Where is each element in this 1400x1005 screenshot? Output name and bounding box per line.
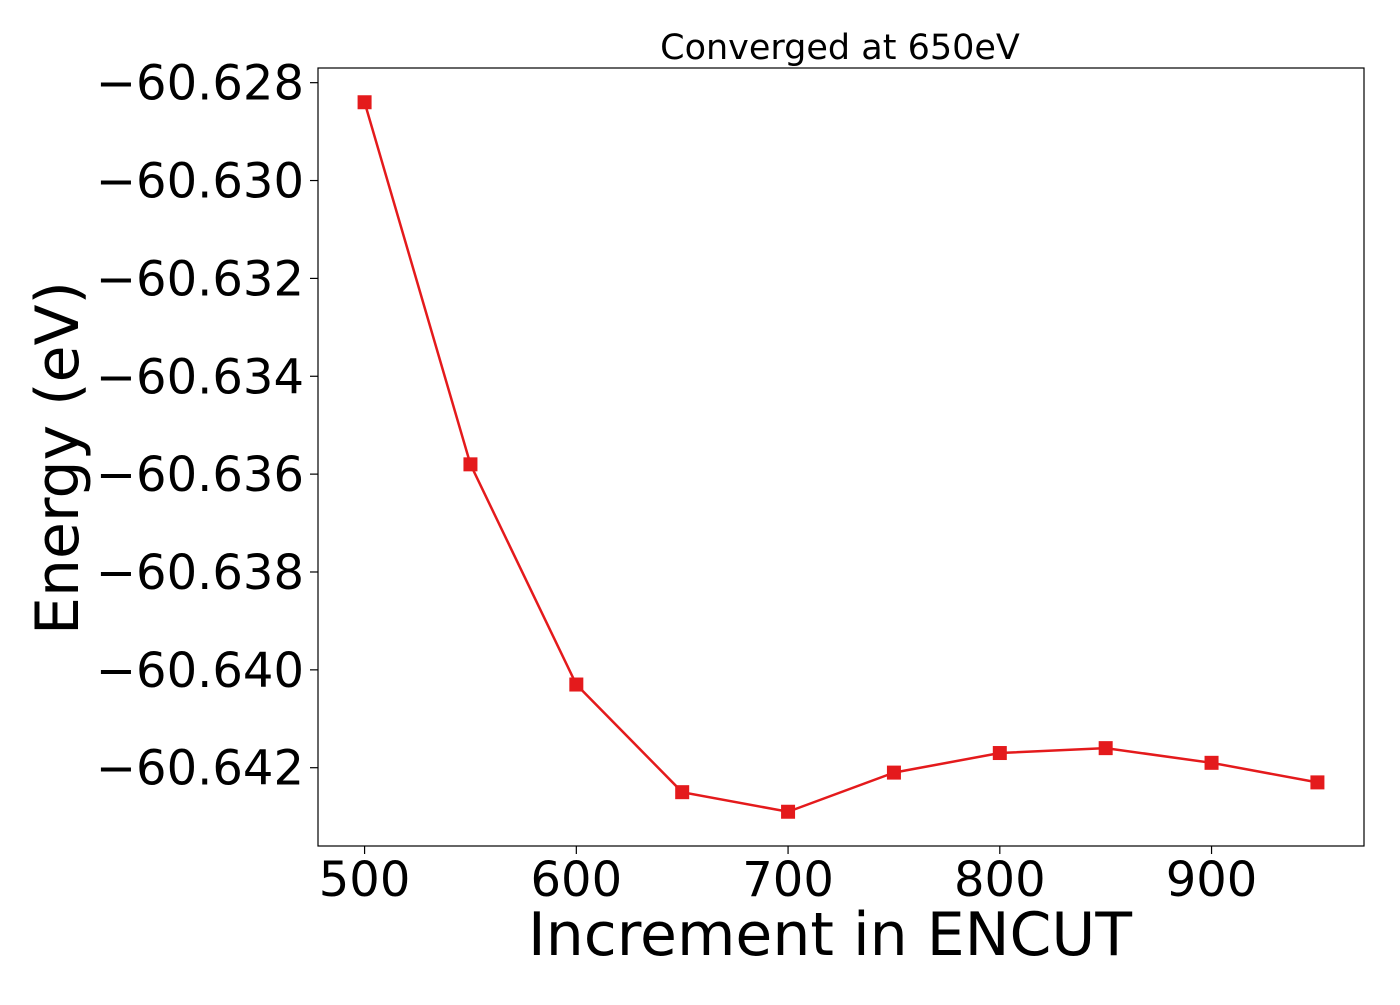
- data-point: [992, 746, 1007, 761]
- x-tick-label: 800: [954, 852, 1046, 908]
- data-point: [569, 677, 584, 692]
- data-point: [1310, 775, 1325, 790]
- plot-frame: [317, 67, 1365, 847]
- x-axis-title: Increment in ENCUT: [528, 900, 1132, 970]
- x-tick-label: 500: [319, 852, 411, 908]
- data-point: [886, 765, 901, 780]
- data-point: [463, 457, 478, 472]
- y-tick-label: −60.632: [96, 251, 304, 307]
- series-line: [363, 101, 1318, 814]
- plot-area: 500 600 700 800 900 −60.628 −60.630 −60.632 −60.…: [96, 56, 1365, 908]
- x-tick-label: 900: [1166, 852, 1258, 908]
- data-point: [357, 95, 372, 110]
- y-tick-label: −60.634: [96, 349, 304, 405]
- data-point: [1098, 741, 1113, 756]
- y-tick-label: −60.642: [96, 741, 304, 797]
- y-tick-label: −60.636: [96, 447, 304, 503]
- y-axis-title: Energy (eV): [23, 281, 93, 635]
- y-tick-label: −60.630: [96, 154, 304, 210]
- x-tick-label: 700: [742, 852, 834, 908]
- y-tick-label: −60.638: [96, 545, 304, 601]
- x-tick-label: 600: [531, 852, 623, 908]
- data-point: [1204, 755, 1219, 770]
- data-point: [781, 804, 796, 819]
- chart-title: Converged at 650eV: [660, 28, 1020, 68]
- data-point: [675, 785, 690, 800]
- y-tick-label: −60.640: [96, 643, 304, 699]
- y-tick-label: −60.628: [96, 56, 304, 112]
